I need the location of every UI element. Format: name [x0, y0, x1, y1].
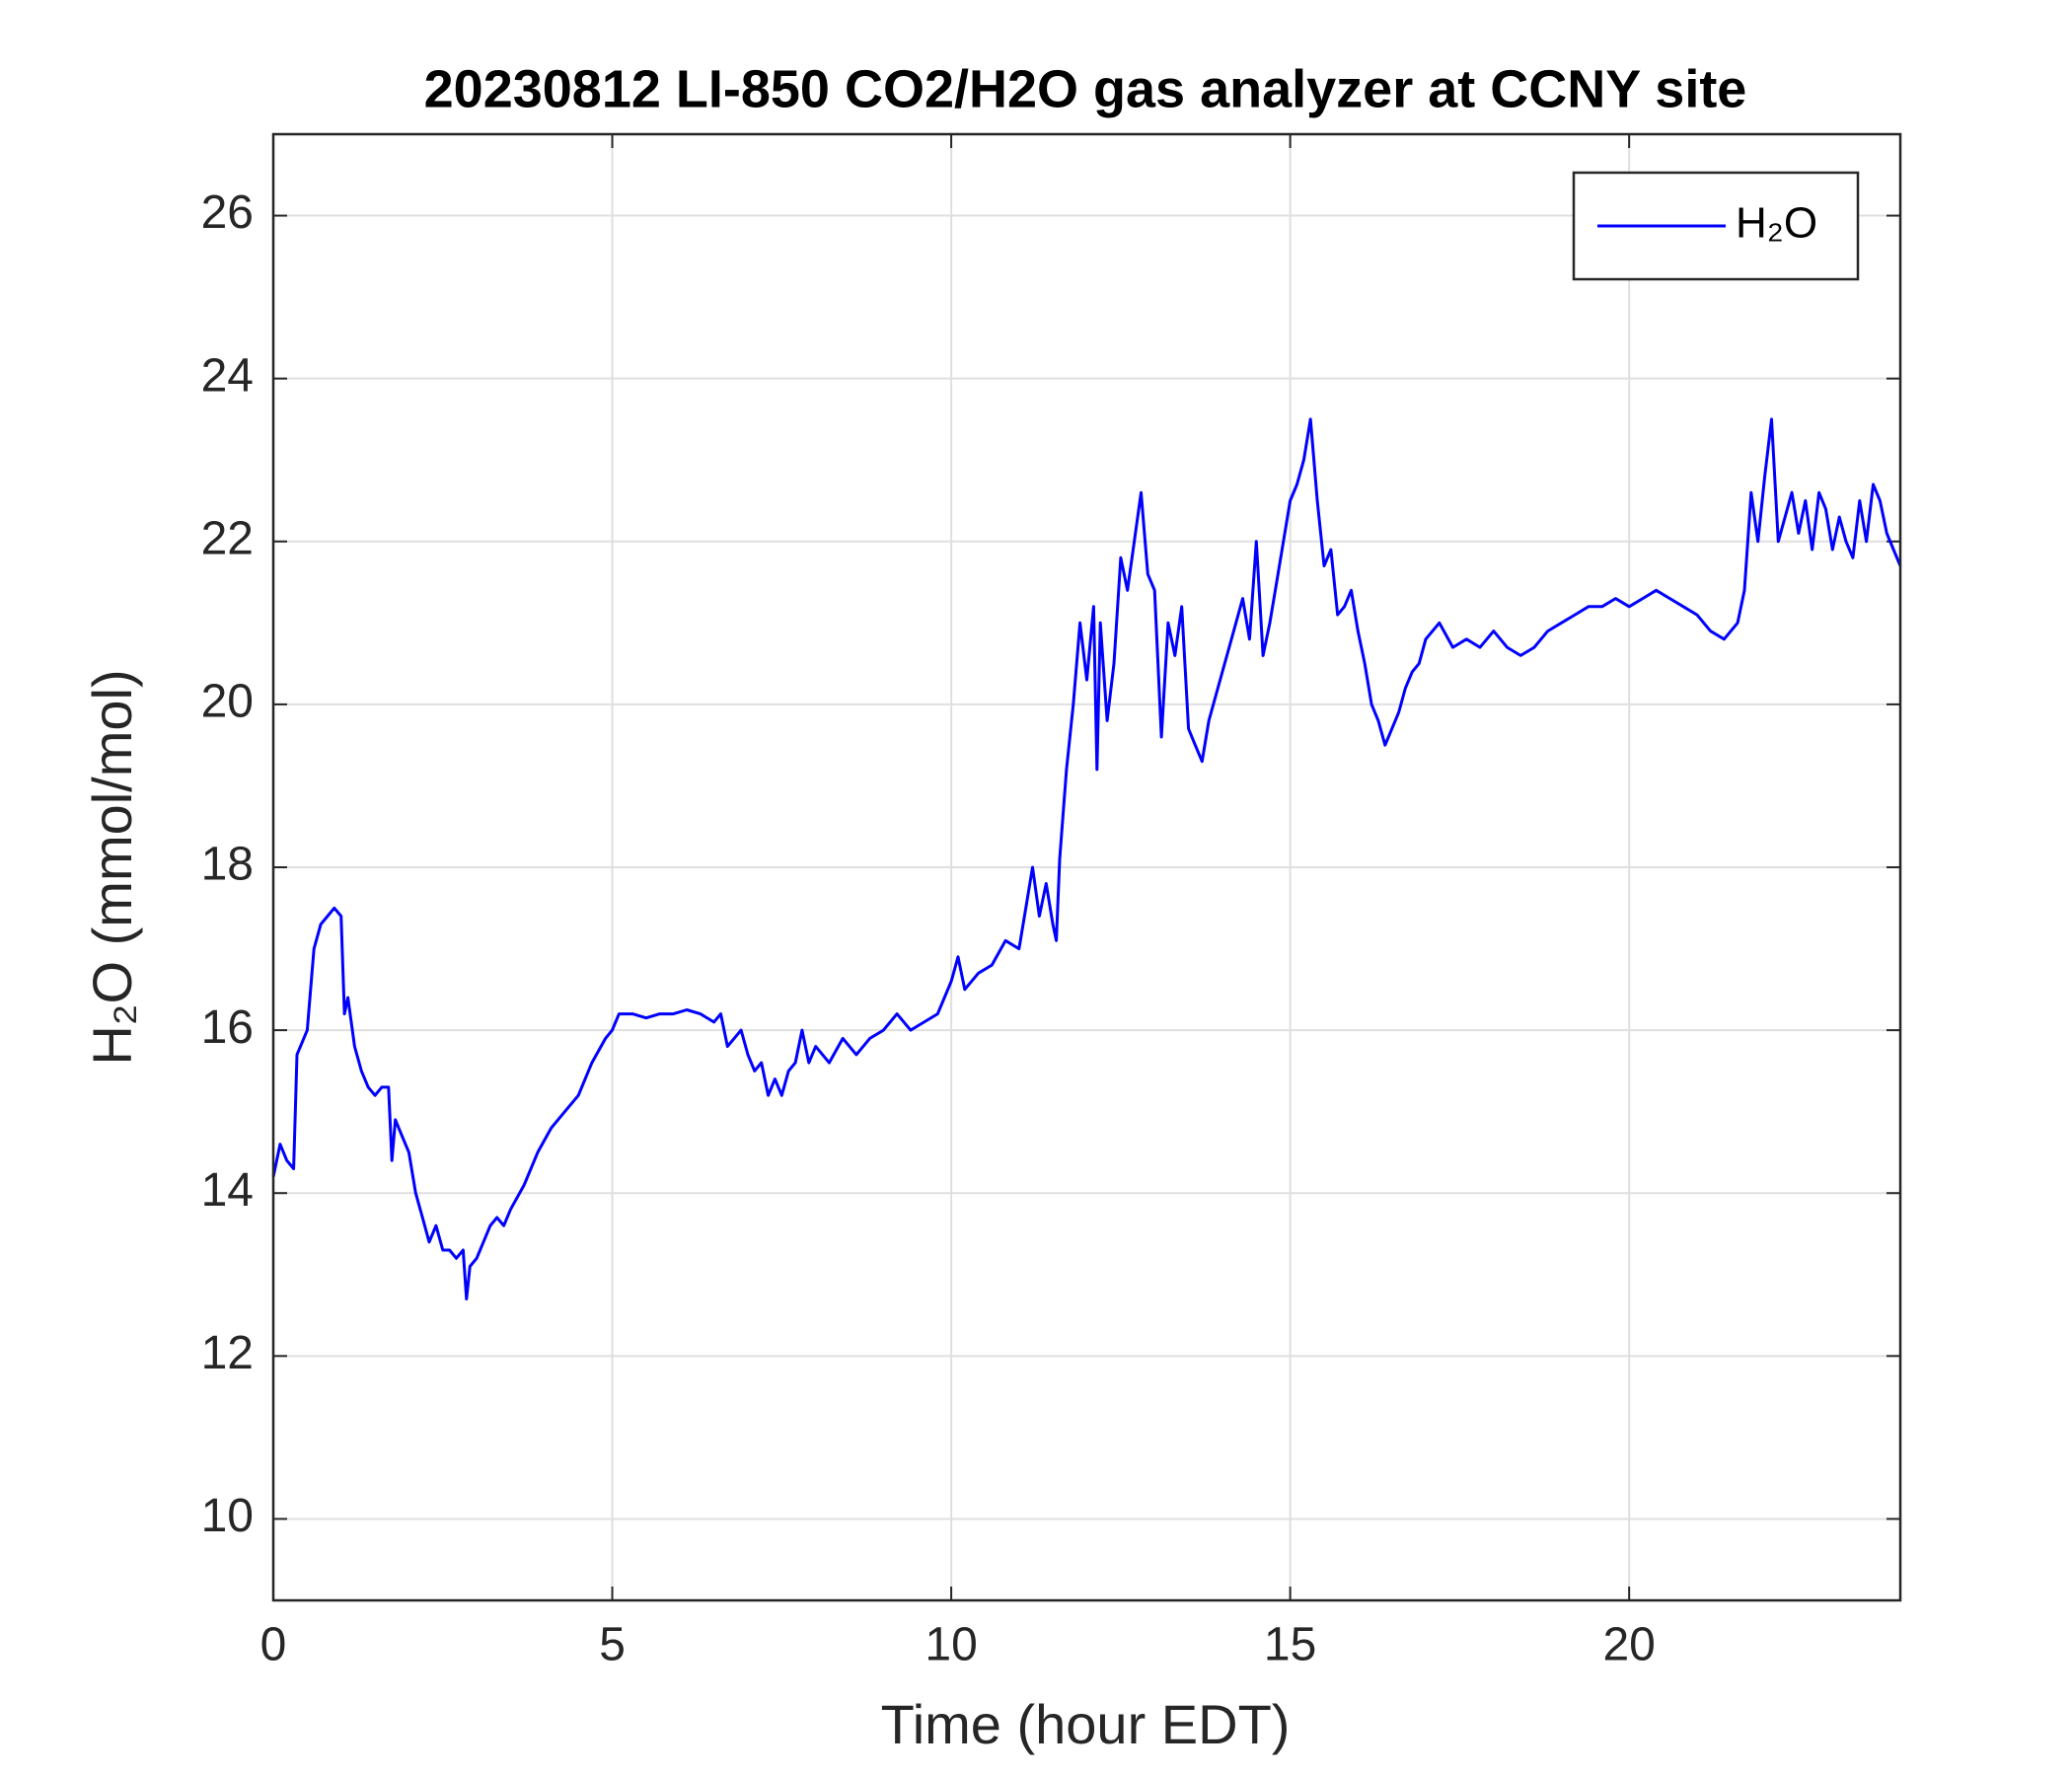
chart-title: 20230812 LI-850 CO2/H2O gas analyzer at … — [424, 59, 1747, 118]
data-line — [271, 417, 1902, 1300]
y-tick-label: 16 — [201, 1001, 254, 1054]
y-tick-label: 14 — [201, 1164, 254, 1217]
y-tick-label: 22 — [201, 512, 254, 564]
y-tick-label: 26 — [201, 186, 254, 239]
legend-label: H₂O — [1736, 199, 1817, 248]
x-tick-label: 15 — [1264, 1619, 1316, 1671]
x-tick-label: 10 — [925, 1619, 977, 1671]
x-tick-label: 20 — [1602, 1619, 1655, 1671]
y-tick-label: 20 — [201, 676, 254, 728]
y-tick-label: 10 — [201, 1490, 254, 1542]
y-axis-label: H₂O (mmol/mol) — [81, 669, 143, 1065]
plot-frame — [271, 132, 1902, 1602]
x-tick-label: 0 — [260, 1619, 287, 1671]
y-tick-label: 18 — [201, 839, 254, 891]
x-axis-label: Time (hour EDT) — [881, 1693, 1291, 1755]
y-tick-label: 24 — [201, 349, 254, 402]
x-tick-label: 5 — [599, 1619, 626, 1671]
y-tick-label: 12 — [201, 1327, 254, 1379]
